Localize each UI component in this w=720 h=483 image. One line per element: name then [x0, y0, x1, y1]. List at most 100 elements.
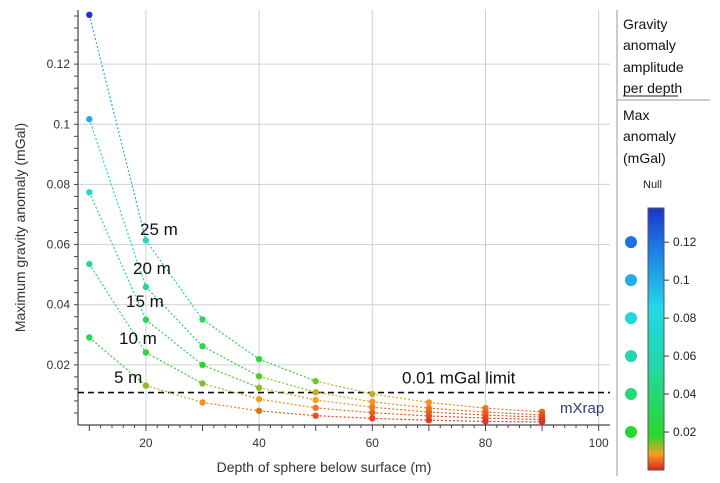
x-tick-label: 100	[589, 436, 609, 450]
axes: 0.02 0.04 0.06 0.08 0.1 0.12 20 40 60 80 100 Depth …	[12, 10, 610, 475]
series-segment	[202, 318, 260, 360]
colorbar-tick-label: 0.04	[673, 387, 697, 401]
series-segment	[485, 414, 543, 418]
data-point	[255, 384, 263, 391]
series-segment	[372, 401, 429, 409]
series-segment	[145, 385, 203, 404]
data-point	[369, 415, 376, 422]
x-tick-label: 60	[366, 436, 380, 450]
data-point	[255, 355, 263, 363]
data-point	[142, 237, 150, 244]
legend-title-line: Gravity	[623, 16, 667, 32]
series-segment	[428, 415, 486, 419]
y-tick-label: 0.12	[47, 57, 71, 71]
x-tick-label: 40	[252, 436, 266, 450]
data-point	[199, 361, 206, 369]
series-segment	[88, 14, 147, 241]
data-point	[312, 412, 319, 419]
series-segment	[202, 345, 260, 377]
data-point	[369, 390, 376, 398]
series-label: 20 m	[133, 259, 171, 278]
data-point	[312, 404, 319, 412]
colorbar-tick-label: 0.12	[673, 235, 697, 249]
legend-dot	[625, 350, 637, 363]
series-segment	[202, 382, 260, 400]
legend-dot	[625, 388, 637, 401]
data-point	[142, 349, 150, 356]
legend-dot	[625, 312, 637, 325]
series-segment	[428, 419, 486, 422]
series-segment	[428, 407, 486, 413]
series-segment	[145, 319, 203, 366]
data-point	[369, 398, 376, 406]
data-point	[199, 380, 206, 387]
data-point	[199, 316, 206, 323]
y-tick-label: 0.06	[47, 238, 71, 252]
series-segment	[145, 351, 203, 385]
series-segment	[372, 393, 429, 404]
watermark-logo: mXrap	[560, 400, 604, 417]
data-point	[255, 407, 263, 415]
data-point	[369, 409, 376, 416]
series-segment	[145, 240, 203, 320]
legend-title-line: amplitude	[623, 59, 684, 75]
series-label: 15 m	[126, 292, 164, 311]
y-tick-label: 0.04	[47, 298, 71, 312]
series-segment	[428, 401, 486, 409]
series-segment	[258, 387, 316, 401]
data-point	[86, 11, 93, 19]
series-segment	[88, 263, 147, 353]
colorbar-tick-label: 0.06	[673, 349, 697, 363]
series-labels: 0.01 mGal limit 25 m 20 m 15 m 10 m 5 m	[114, 220, 516, 388]
colorbar-ticks: 0.02 0.04 0.06 0.08 0.1 0.12	[625, 235, 697, 439]
x-tick-label: 20	[139, 436, 153, 450]
data-point	[142, 382, 150, 389]
series-segment	[315, 399, 373, 408]
plot-area	[78, 10, 610, 425]
series-segment	[315, 380, 373, 395]
series-segment	[485, 411, 543, 416]
colorbar	[647, 207, 665, 471]
x-axis-title: Depth of sphere below surface (m)	[217, 459, 432, 475]
legend-subtitle-line: Max	[623, 107, 649, 123]
series-segment	[202, 401, 260, 412]
colorbar-null-label: Null	[643, 179, 662, 191]
legend-title-line: per depth	[623, 80, 682, 96]
series-segment	[259, 398, 316, 409]
legend-dot	[625, 426, 637, 439]
series-lines	[78, 11, 610, 426]
data-point	[425, 416, 433, 424]
data-point	[142, 283, 150, 291]
reference-line-label: 0.01 mGal limit	[402, 369, 516, 388]
grid-lines	[78, 10, 610, 425]
x-tick-label: 80	[479, 436, 493, 450]
series-segment	[315, 415, 373, 419]
data-point	[255, 373, 263, 380]
series-segment	[88, 118, 147, 288]
data-point	[86, 189, 93, 196]
data-point	[312, 389, 319, 396]
data-point	[142, 316, 150, 323]
series-segment	[258, 375, 316, 393]
y-axis-title: Maximum gravity anomaly (mGal)	[12, 123, 28, 332]
legend-subtitle-line: (mGal)	[623, 150, 666, 166]
y-tick-label: 0.02	[47, 358, 71, 372]
series-segment	[315, 391, 373, 403]
data-point	[482, 418, 489, 425]
series-segment	[428, 411, 486, 416]
series-segment	[88, 191, 147, 320]
colorbar-tick-label: 0.1	[673, 273, 690, 287]
series-segment	[315, 407, 373, 414]
data-point	[199, 399, 206, 406]
series-label: 5 m	[114, 368, 142, 387]
legend-panel: Gravity anomaly amplitude per depth Max …	[616, 10, 710, 476]
series-segment	[259, 410, 316, 417]
data-point	[86, 260, 93, 268]
legend-title-line: anomaly	[623, 37, 676, 53]
legend-dot	[625, 274, 637, 287]
colorbar-tick-label: 0.08	[673, 311, 697, 325]
y-tick-label: 0.08	[47, 177, 71, 191]
series-segment	[88, 337, 147, 387]
data-point	[255, 395, 263, 403]
